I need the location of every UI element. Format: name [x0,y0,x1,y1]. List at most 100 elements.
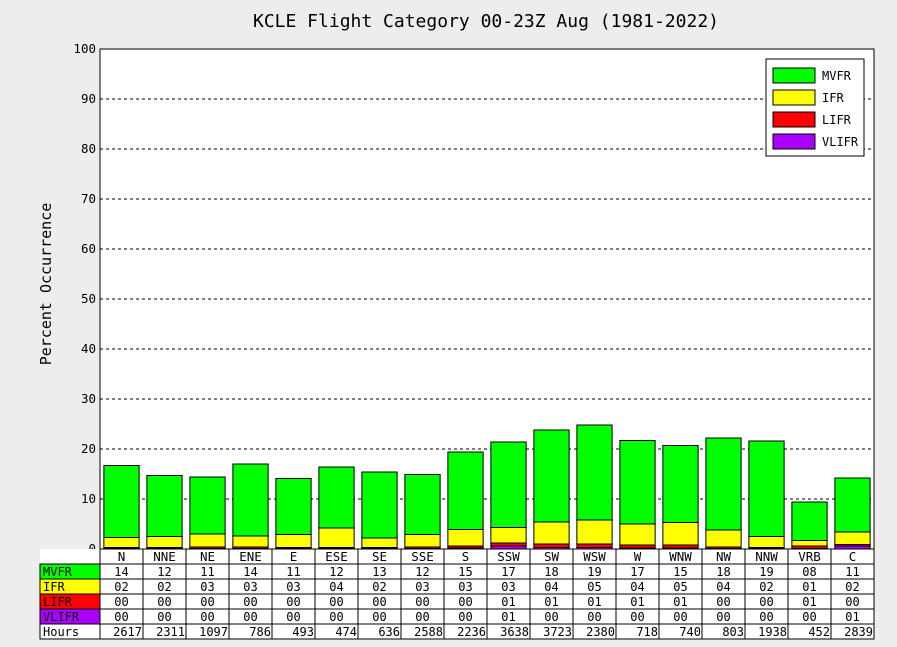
bar-mvfr-nne [147,476,182,537]
legend-swatch-mvfr [773,68,815,83]
bar-ifr-s [448,530,483,547]
table-cell-value: 452 [808,625,830,639]
table-cell-value: 04 [716,580,730,594]
bar-ifr-n [104,538,139,548]
y-tick-label: 60 [81,241,96,256]
table-cell-value: 02 [759,580,773,594]
table-cell-value: 00 [286,610,300,624]
table-cell-value: 636 [378,625,400,639]
bar-mvfr-c [835,478,870,532]
table-cell-value: 12 [415,565,429,579]
x-tick-label: ESE [325,549,348,564]
table-row-label: VLIFR [43,610,80,624]
y-tick-label: 90 [81,91,96,106]
table-cell-value: 17 [501,565,515,579]
bar-mvfr-nw [706,438,741,530]
bar-mvfr-e [276,479,311,535]
table-cell-value: 00 [372,610,386,624]
table-cell-value: 00 [114,595,128,609]
table-cell-value: 13 [372,565,386,579]
table-cell-value: 00 [329,610,343,624]
bar-mvfr-sw [534,430,569,522]
table-cell-value: 01 [673,595,687,609]
legend-label-ifr: IFR [822,91,844,105]
bar-ifr-ene [233,536,268,547]
bar-mvfr-nnw [749,441,784,537]
table-cell-value: 15 [673,565,687,579]
x-tick-label: C [849,549,857,564]
table-row-label: LIFR [43,595,73,609]
table-cell-value: 474 [335,625,357,639]
table-cell-value: 02 [157,580,171,594]
x-tick-label: E [290,549,298,564]
table-cell-value: 04 [630,580,644,594]
table-cell-value: 2311 [156,625,185,639]
table-cell-value: 1938 [758,625,787,639]
x-tick-label: NNW [755,549,778,564]
table-cell-value: 2617 [113,625,142,639]
y-tick-label: 10 [81,491,96,506]
table-cell-value: 00 [157,610,171,624]
table-cell-value: 03 [501,580,515,594]
bar-mvfr-ene [233,464,268,536]
bar-mvfr-w [620,441,655,525]
table-cell-value: 803 [722,625,744,639]
table-cell-value: 00 [544,610,558,624]
bar-mvfr-se [362,472,397,538]
bar-lifr-sw [534,544,569,548]
table-corner [40,549,100,564]
bar-ifr-sse [405,535,440,548]
table-cell-value: 03 [286,580,300,594]
table-cell-value: 00 [243,595,257,609]
table-cell-value: 493 [292,625,314,639]
table-cell-value: 12 [329,565,343,579]
table-cell-value: 2380 [586,625,615,639]
table-cell-value: 00 [587,610,601,624]
bar-mvfr-wnw [663,446,698,523]
table-cell-value: 00 [845,595,859,609]
bar-ifr-c [835,532,870,545]
table-cell-value: 02 [114,580,128,594]
y-tick-label: 30 [81,391,96,406]
table-cell-value: 01 [501,610,515,624]
bar-ifr-se [362,538,397,548]
table-row-label: Hours [43,625,79,639]
table-cell-value: 01 [802,595,816,609]
table-cell-value: 718 [636,625,658,639]
table-cell-value: 01 [802,580,816,594]
table-cell-value: 00 [415,595,429,609]
x-tick-label: SSE [411,549,434,564]
data-table: NNNENEENEEESESESSESSSWSWWSWWWNWNWNNWVRBC… [40,549,874,639]
x-tick-label: WSW [583,549,606,564]
table-cell-value: 05 [673,580,687,594]
table-cell-value: 14 [114,565,128,579]
table-cell-value: 05 [587,580,601,594]
table-cell-value: 00 [673,610,687,624]
y-tick-label: 50 [81,291,96,306]
table-cell-value: 01 [587,595,601,609]
table-cell-value: 03 [200,580,214,594]
table-cell-value: 02 [845,580,859,594]
table-cell-value: 18 [716,565,730,579]
table-cell-value: 3723 [543,625,572,639]
x-tick-label: VRB [798,549,821,564]
table-cell-value: 00 [372,595,386,609]
legend-label-mvfr: MVFR [822,69,852,83]
table-cell-value: 740 [679,625,701,639]
table-cell-value: 17 [630,565,644,579]
table-cell-value: 11 [286,565,300,579]
x-tick-label: ENE [239,549,262,564]
table-cell-value: 2839 [844,625,873,639]
bar-mvfr-ssw [491,442,526,528]
table-row-label: MVFR [43,565,73,579]
legend-swatch-lifr [773,112,815,127]
table-cell-value: 786 [249,625,271,639]
x-tick-label: N [118,549,126,564]
table-cell-value: 00 [759,610,773,624]
y-axis-label: Percent Occurrence [37,203,55,366]
bar-ifr-nnw [749,537,784,548]
bar-ifr-sw [534,522,569,544]
table-cell-value: 18 [544,565,558,579]
table-cell-value: 04 [544,580,558,594]
table-cell-value: 08 [802,565,816,579]
